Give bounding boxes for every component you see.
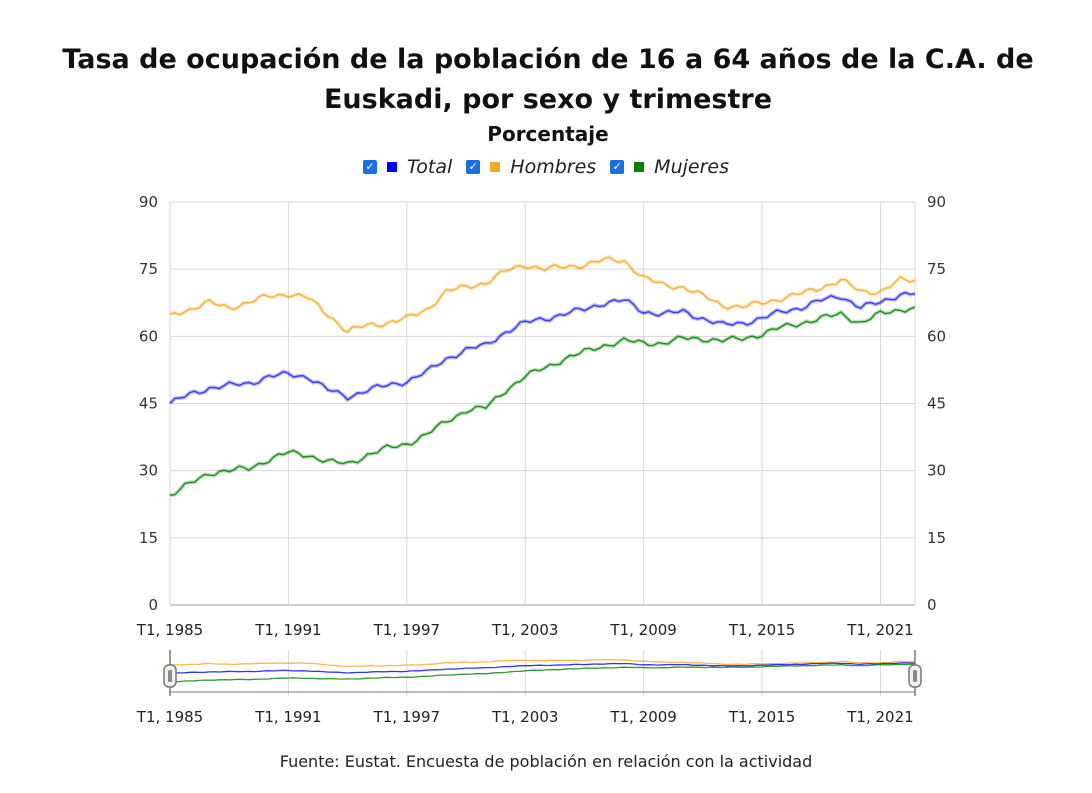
y-tick-label-left: 60 [139,327,158,345]
navigator-series-mujeres [169,663,916,683]
checkbox-checked-icon[interactable]: ✓ [466,160,481,174]
x-tick-label: T1, 2021 [846,621,913,639]
navigator-x-tick-label: T1, 2015 [728,708,795,726]
navigator-x-tick-label: T1, 2003 [491,708,558,726]
legend-label-hombres: Hombres [510,156,597,178]
navigator-x-tick-label: T1, 2009 [609,708,676,726]
x-tick-label: T1, 2015 [728,621,795,639]
y-tick-label-right: 45 [927,395,946,413]
checkbox-checked-icon[interactable]: ✓ [610,160,625,174]
chart-title-line-1: Tasa de ocupación de la población de 16 … [62,44,1034,75]
y-tick-label-left: 15 [139,529,158,547]
legend-item-mujeres[interactable]: ✓ Mujeres [610,156,729,178]
navigator-x-tick-label: T1, 1985 [136,708,203,726]
y-tick-label-left: 0 [148,596,158,614]
series-line-mujeres [169,306,916,496]
handle-grip-icon [913,670,917,682]
navigator-series-total [169,662,915,675]
chart-subtitle: Porcentaje [487,122,609,146]
handle-grip-icon [168,670,172,682]
y-tick-label-left: 45 [139,395,158,413]
navigator-series-hombres [169,658,916,668]
legend-swatch-hombres [490,162,501,172]
legend-label-mujeres: Mujeres [654,156,729,178]
navigator-x-tick-label: T1, 1997 [373,708,440,726]
y-tick-label-right: 60 [927,327,946,345]
legend-item-total[interactable]: ✓ Total [363,156,452,178]
y-tick-label-right: 90 [927,193,946,211]
series-line-hombres [169,256,916,333]
x-tick-label: T1, 1985 [136,621,203,639]
y-tick-label-right: 30 [927,462,946,480]
x-tick-label: T1, 2003 [491,621,558,639]
legend: ✓ Total ✓ Hombres ✓ Mujeres [0,156,1092,178]
x-tick-label: T1, 2009 [609,621,676,639]
y-tick-label-left: 30 [139,462,158,480]
source-note: Fuente: Eustat. Encuesta de población en… [279,752,813,771]
legend-item-hombres[interactable]: ✓ Hombres [466,156,596,178]
series-line-glow-mujeres [169,305,916,498]
legend-swatch-mujeres [634,162,645,172]
y-tick-label-right: 75 [927,260,946,278]
x-tick-label: T1, 1991 [254,621,321,639]
legend-label-total: Total [407,156,453,178]
y-tick-label-right: 15 [927,529,946,547]
series-line-total [169,291,916,404]
legend-swatch-total [387,162,398,172]
checkbox-checked-icon[interactable]: ✓ [363,160,378,174]
navigator-x-tick-label: T1, 1991 [254,708,321,726]
y-tick-label-left: 90 [139,193,158,211]
navigator-x-tick-label: T1, 2021 [846,708,913,726]
x-tick-label: T1, 1997 [373,621,440,639]
chart-title-line-2: Euskadi, por sexo y trimestre [323,84,773,115]
y-tick-label-left: 75 [139,260,158,278]
y-tick-label-right: 0 [927,596,937,614]
